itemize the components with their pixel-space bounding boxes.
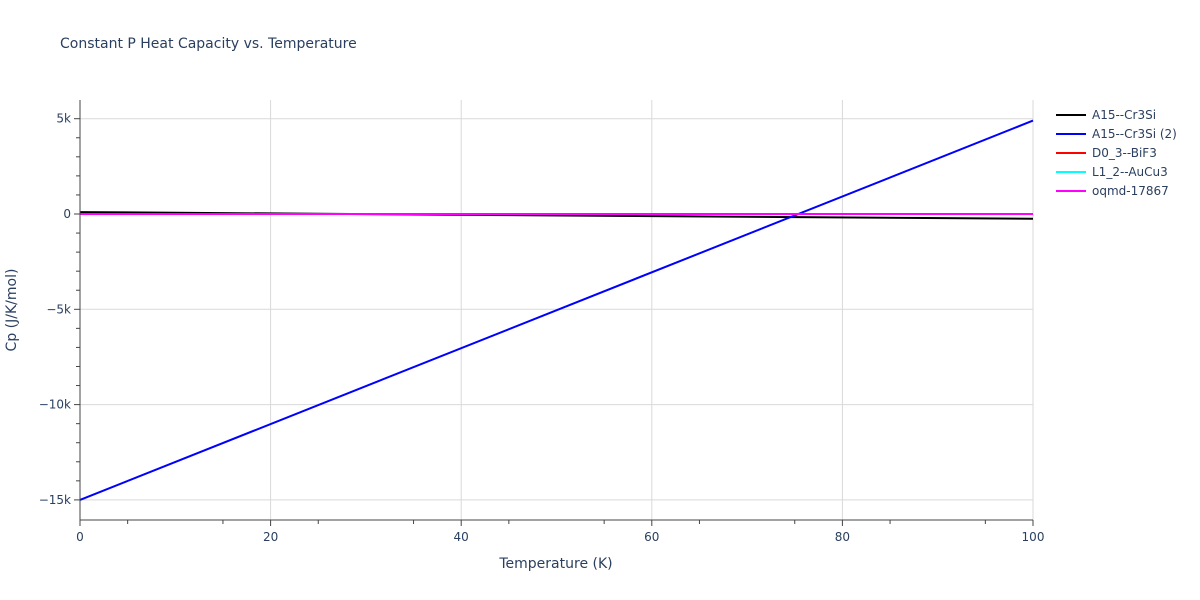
legend-label: oqmd-17867 — [1092, 183, 1169, 198]
legend-label: A15--Cr3Si (2) — [1092, 126, 1177, 141]
legend: A15--Cr3Si A15--Cr3Si (2) D0_3--BiF3 L1_2--… — [1056, 105, 1177, 200]
x-tick-label: 20 — [263, 530, 278, 544]
series-lines — [79, 119, 1034, 501]
x-tick-label: 0 — [76, 530, 84, 544]
legend-line-swatch-icon — [1056, 170, 1086, 173]
y-tick-label: −15k — [39, 493, 71, 507]
axes: 0 20 40 60 80 100 5k 0 −5k −10k −15k — [39, 100, 1045, 544]
x-tick-label: 100 — [1022, 530, 1045, 544]
legend-item[interactable]: A15--Cr3Si (2) — [1056, 124, 1177, 143]
chart-title: Constant P Heat Capacity vs. Temperature — [60, 36, 357, 52]
legend-item[interactable]: D0_3--BiF3 — [1056, 143, 1177, 162]
y-tick-label: 5k — [56, 112, 71, 126]
y-tick-label: 0 — [63, 207, 71, 221]
x-tick-label: 60 — [644, 530, 659, 544]
legend-line-swatch-icon — [1056, 189, 1086, 192]
legend-line-swatch-icon — [1056, 113, 1086, 116]
y-axis-title: Cp (J/K/mol) — [4, 269, 20, 352]
x-tick-label: 80 — [835, 530, 850, 544]
legend-label: D0_3--BiF3 — [1092, 145, 1157, 160]
legend-item[interactable]: L1_2--AuCu3 — [1056, 162, 1177, 181]
legend-line-swatch-icon — [1056, 132, 1086, 135]
legend-label: L1_2--AuCu3 — [1092, 164, 1168, 179]
legend-item[interactable]: A15--Cr3Si — [1056, 105, 1177, 124]
legend-line-swatch-icon — [1056, 151, 1086, 154]
x-tick-label: 40 — [454, 530, 469, 544]
legend-item[interactable]: oqmd-17867 — [1056, 181, 1177, 200]
y-tick-label: −10k — [39, 398, 71, 412]
x-axis-title: Temperature (K) — [498, 556, 612, 572]
series-line-a15-cr3si-2- — [79, 119, 1034, 501]
y-tick-label: −5k — [46, 302, 71, 316]
legend-label: A15--Cr3Si — [1092, 107, 1157, 122]
